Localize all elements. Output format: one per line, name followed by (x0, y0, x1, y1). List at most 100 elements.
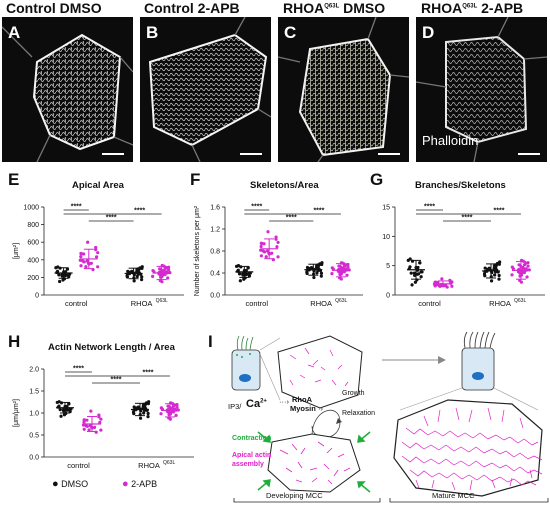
data-point (274, 235, 278, 239)
data-point (410, 283, 414, 287)
data-point (82, 427, 86, 431)
data-point (56, 265, 60, 269)
y-tick-label: 1.5 (29, 389, 39, 396)
data-point (82, 420, 86, 424)
x-label-rhoa: RHOA (131, 299, 153, 308)
y-axis-label: [μm/μm²] (13, 399, 20, 427)
y-tick-label: 5 (386, 263, 390, 270)
diagram-contraction: Contraction (232, 435, 272, 442)
diagram-assembly-1: Apical actin (232, 452, 272, 459)
data-point (94, 248, 98, 252)
diagram-i (231, 331, 549, 503)
chart-e: 0 200 400 600 800 1000 [μm²] **** **** **** contro… (13, 204, 184, 308)
data-point (419, 275, 423, 279)
legend-2apb-dot: ● (122, 478, 129, 490)
data-point (94, 255, 99, 259)
data-point (315, 271, 319, 275)
data-point (409, 271, 413, 275)
panel-c-title: RHOAQ63L DMSO (283, 0, 386, 16)
y-tick-label: 0.5 (29, 433, 39, 440)
chart-h: 0.0 0.5 1.0 1.5 2.0 [μm/μm²] **** **** **** contr… (13, 366, 194, 470)
panel-d-letter: D (422, 23, 435, 42)
data-point (497, 262, 501, 266)
data-point (247, 274, 252, 278)
data-point (79, 255, 83, 259)
data-point (146, 415, 150, 419)
x-label-rhoa-sup: Q63L (514, 298, 526, 304)
scale-bar-b (240, 153, 262, 155)
data-point (166, 276, 170, 280)
panel-e-letter: E (8, 170, 20, 189)
data-point (138, 416, 143, 420)
diagram-ca: Ca2+ (246, 398, 267, 410)
data-point (259, 244, 263, 249)
y-tick-label: 15 (382, 205, 390, 212)
data-point (312, 275, 316, 280)
panel-b-title: Control 2-APB (144, 0, 240, 16)
data-point (483, 266, 487, 270)
micrograph-c: C (278, 17, 409, 162)
data-point (99, 428, 103, 432)
panel-g-letter: G (370, 170, 384, 189)
panel-h-letter: H (8, 332, 21, 351)
data-point (67, 275, 71, 279)
x-label-rhoa-sup: Q63L (156, 298, 168, 304)
data-point (266, 230, 270, 234)
diagram-growth: Growth (342, 390, 365, 397)
chart-f: 0.0 0.4 0.8 1.2 1.6 Number of skeletons per μ… (194, 204, 363, 308)
data-point (82, 418, 86, 422)
data-point (159, 412, 163, 416)
x-label-control: control (67, 461, 90, 470)
data-point (89, 409, 93, 413)
data-point (131, 410, 136, 414)
y-axis-label: Number of skeletons per μm² (194, 205, 201, 296)
y-tick-label: 1000 (23, 205, 39, 212)
legend-dmso-label: DMSO (61, 479, 89, 489)
y-tick-label: 2.0 (29, 367, 39, 374)
micrograph-a-image (2, 26, 133, 162)
data-point (316, 266, 320, 270)
y-tick-label: 0 (386, 293, 390, 300)
data-point (132, 405, 136, 409)
y-tick-label: 0.0 (210, 293, 220, 300)
diagram-arrow-2: ·› (318, 404, 323, 413)
data-point (132, 279, 136, 283)
data-point (57, 273, 61, 277)
sig-stars: **** (313, 208, 324, 215)
data-point (58, 279, 62, 284)
data-point (61, 407, 65, 412)
data-point (275, 245, 279, 249)
micrograph-b: B (140, 17, 271, 162)
data-point (174, 413, 178, 417)
data-point (320, 262, 324, 267)
micrograph-d-image (416, 17, 547, 162)
data-point (58, 408, 62, 412)
data-point (525, 275, 529, 279)
panel-f-letter: F (190, 170, 201, 189)
data-point (84, 265, 88, 269)
data-point (330, 271, 334, 276)
scale-bar-c (378, 153, 400, 155)
diagram-rhoa: RhoA (292, 395, 312, 404)
data-point (522, 263, 527, 267)
sig-stars: **** (73, 366, 84, 373)
chart-h-title: Actin Network Length / Area (48, 342, 175, 353)
data-point (167, 268, 171, 272)
diagram-assembly-2: assembly (232, 461, 264, 468)
data-point (510, 273, 514, 277)
diagram-ip3: IP3/ (228, 402, 242, 411)
y-tick-label: 0.4 (210, 271, 220, 278)
data-point (408, 257, 412, 261)
data-point (412, 271, 416, 275)
x-label-control: control (65, 299, 88, 308)
data-point (418, 261, 422, 265)
data-point (65, 408, 70, 412)
data-point (238, 279, 242, 283)
data-point (130, 269, 134, 274)
y-tick-label: 1.2 (210, 227, 220, 234)
data-point (526, 264, 530, 268)
chart-f-title: Skeletons/Area (250, 180, 319, 191)
data-point (497, 277, 501, 281)
data-point (97, 415, 101, 419)
data-point (413, 280, 418, 284)
